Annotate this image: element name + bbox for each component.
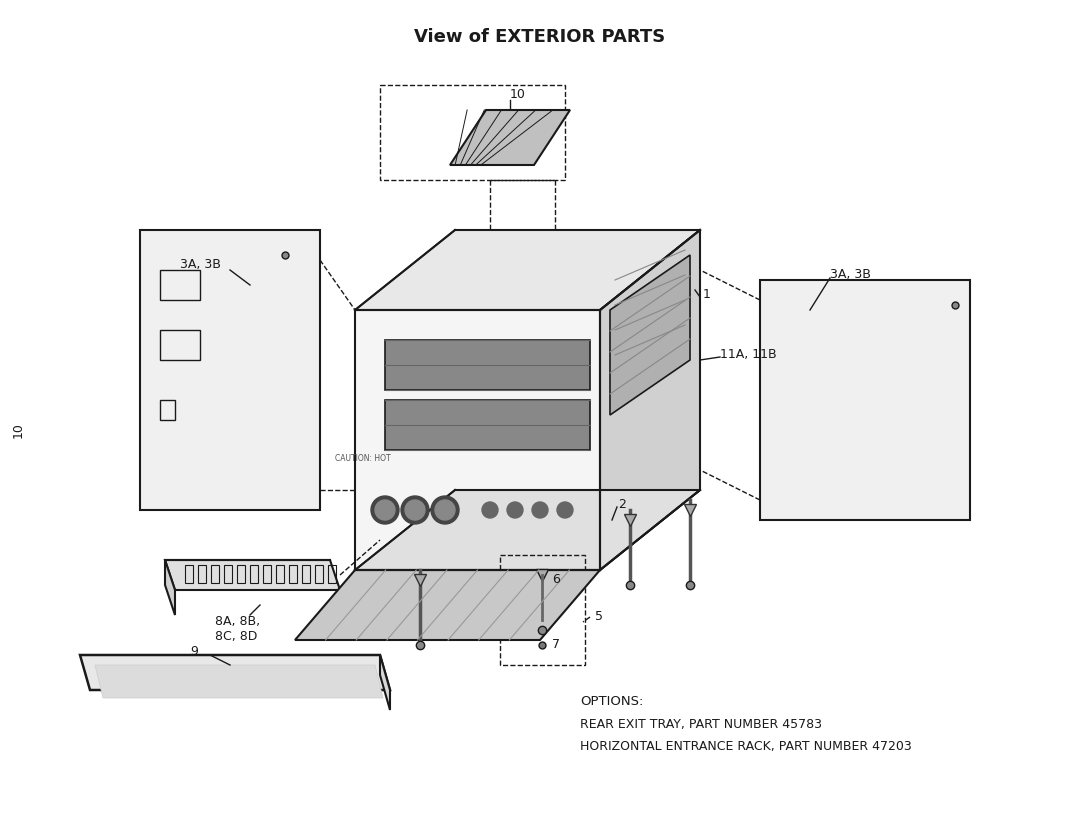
Text: 8A, 8B,
8C, 8D: 8A, 8B, 8C, 8D bbox=[215, 615, 260, 643]
Circle shape bbox=[375, 500, 395, 520]
Polygon shape bbox=[384, 400, 590, 450]
Bar bbox=[289, 565, 297, 583]
Text: OPTIONS:: OPTIONS: bbox=[580, 695, 644, 708]
Bar bbox=[160, 400, 175, 420]
Text: 5: 5 bbox=[595, 610, 603, 623]
Circle shape bbox=[401, 496, 429, 524]
Bar bbox=[237, 565, 245, 583]
Circle shape bbox=[507, 502, 523, 518]
Text: 11A, 11B: 11A, 11B bbox=[720, 348, 777, 361]
Polygon shape bbox=[165, 560, 340, 590]
Text: REAR EXIT TRAY, PART NUMBER 45783: REAR EXIT TRAY, PART NUMBER 45783 bbox=[580, 718, 822, 731]
Circle shape bbox=[532, 502, 548, 518]
Bar bbox=[380, 85, 565, 180]
Bar bbox=[224, 565, 232, 583]
Text: 6: 6 bbox=[552, 573, 559, 586]
Bar bbox=[160, 330, 200, 360]
Polygon shape bbox=[760, 280, 970, 520]
Polygon shape bbox=[355, 490, 700, 570]
Text: 3A, 3B: 3A, 3B bbox=[831, 268, 870, 281]
Bar bbox=[185, 565, 193, 583]
Polygon shape bbox=[384, 340, 590, 390]
Text: 10: 10 bbox=[510, 88, 526, 101]
Polygon shape bbox=[380, 655, 390, 710]
Circle shape bbox=[557, 502, 573, 518]
Text: HORIZONTAL ENTRANCE RACK, PART NUMBER 47203: HORIZONTAL ENTRANCE RACK, PART NUMBER 47… bbox=[580, 740, 912, 753]
Text: 9: 9 bbox=[190, 645, 198, 658]
Bar bbox=[160, 270, 200, 300]
Circle shape bbox=[431, 496, 459, 524]
Polygon shape bbox=[95, 665, 383, 698]
Bar bbox=[264, 565, 271, 583]
Polygon shape bbox=[295, 570, 600, 640]
Circle shape bbox=[482, 502, 498, 518]
Text: 10: 10 bbox=[12, 422, 25, 438]
Polygon shape bbox=[355, 230, 700, 310]
Circle shape bbox=[405, 500, 426, 520]
Bar bbox=[198, 565, 206, 583]
Bar bbox=[302, 565, 310, 583]
Bar bbox=[315, 565, 323, 583]
Text: 3A, 3B: 3A, 3B bbox=[180, 258, 221, 271]
Polygon shape bbox=[610, 255, 690, 415]
Bar bbox=[276, 565, 284, 583]
Bar bbox=[249, 565, 258, 583]
Polygon shape bbox=[355, 310, 600, 570]
Bar bbox=[211, 565, 219, 583]
Polygon shape bbox=[450, 110, 570, 165]
Polygon shape bbox=[80, 655, 390, 690]
Polygon shape bbox=[165, 560, 175, 615]
Text: View of EXTERIOR PARTS: View of EXTERIOR PARTS bbox=[415, 28, 665, 46]
Bar bbox=[328, 565, 336, 583]
Text: CAUTION: HOT: CAUTION: HOT bbox=[335, 454, 391, 463]
Circle shape bbox=[435, 500, 455, 520]
Text: 1: 1 bbox=[703, 288, 711, 301]
Circle shape bbox=[372, 496, 399, 524]
Text: 2: 2 bbox=[618, 498, 626, 511]
Bar bbox=[500, 555, 585, 665]
Polygon shape bbox=[140, 230, 320, 510]
Polygon shape bbox=[600, 230, 700, 570]
Text: 7: 7 bbox=[552, 638, 561, 651]
